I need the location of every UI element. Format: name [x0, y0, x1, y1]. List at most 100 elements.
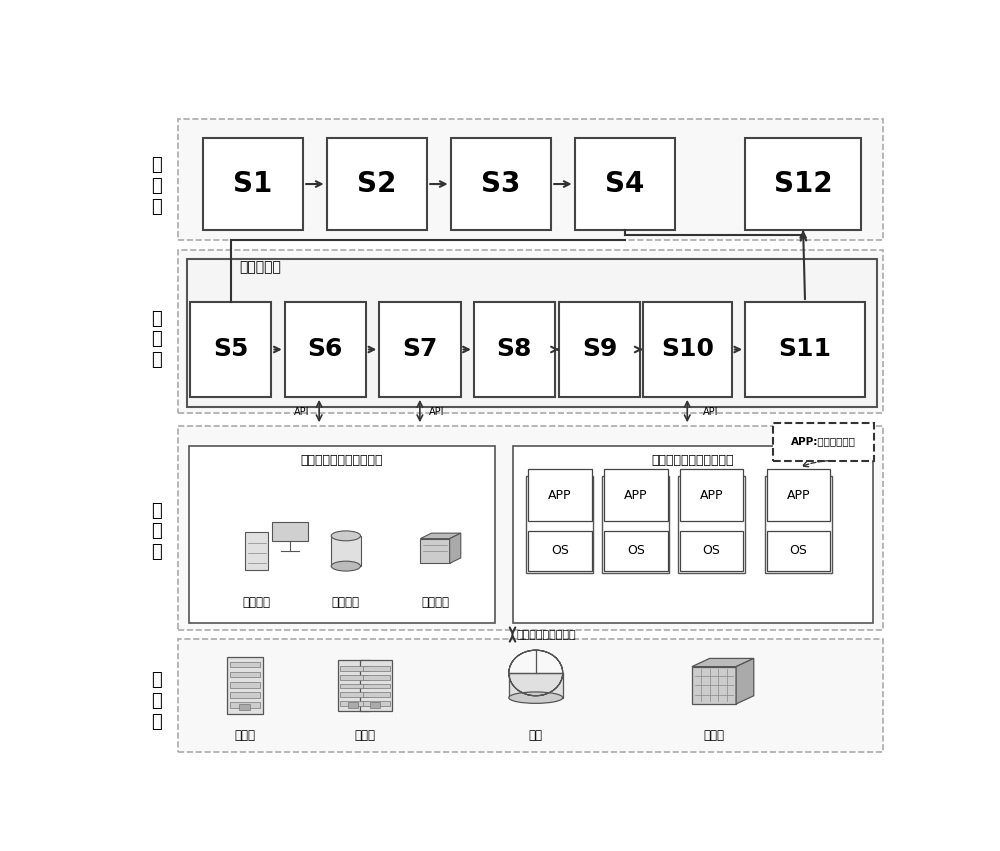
- Text: S1: S1: [233, 170, 272, 198]
- Bar: [474, 302, 555, 397]
- Text: S12: S12: [774, 170, 832, 198]
- Bar: [272, 522, 308, 541]
- Bar: [512, 446, 873, 623]
- Text: 硬件对虚拟化的支持: 硬件对虚拟化的支持: [516, 630, 576, 640]
- Text: S6: S6: [308, 338, 343, 362]
- Bar: [360, 660, 392, 711]
- Bar: [230, 702, 260, 708]
- Bar: [643, 302, 732, 397]
- Bar: [178, 118, 883, 240]
- Polygon shape: [692, 666, 736, 704]
- Bar: [326, 138, 427, 230]
- Wedge shape: [509, 650, 563, 673]
- Bar: [340, 683, 368, 688]
- Bar: [230, 661, 260, 667]
- Text: APP: APP: [787, 488, 810, 502]
- Text: 基础设施虚拟化（软件）: 基础设施虚拟化（软件）: [651, 454, 734, 467]
- Bar: [528, 531, 592, 571]
- Polygon shape: [736, 659, 754, 704]
- Text: 物
理
层: 物 理 层: [151, 671, 161, 731]
- Bar: [767, 469, 830, 522]
- Bar: [239, 704, 250, 711]
- Text: 服务器: 服务器: [355, 729, 376, 742]
- Text: 虚拟网络: 虚拟网络: [421, 596, 449, 608]
- Polygon shape: [420, 539, 450, 563]
- Bar: [202, 138, 303, 230]
- Text: OS: OS: [551, 545, 569, 557]
- Bar: [509, 673, 563, 698]
- Text: S11: S11: [779, 338, 832, 362]
- Bar: [773, 423, 874, 460]
- Text: OS: OS: [790, 545, 807, 557]
- Bar: [363, 693, 390, 697]
- Bar: [680, 531, 743, 571]
- Bar: [331, 536, 361, 566]
- Bar: [765, 477, 832, 574]
- Text: 用
户
层: 用 户 层: [151, 157, 161, 216]
- Bar: [230, 692, 260, 698]
- Text: API: API: [703, 407, 718, 417]
- Bar: [340, 701, 368, 705]
- Bar: [745, 302, 865, 397]
- Bar: [187, 260, 877, 407]
- Bar: [340, 693, 368, 697]
- Bar: [363, 683, 390, 688]
- Bar: [574, 138, 675, 230]
- Text: API: API: [429, 407, 445, 417]
- Text: S3: S3: [481, 170, 521, 198]
- Text: S5: S5: [213, 338, 248, 362]
- Bar: [178, 639, 883, 752]
- Text: 服务器: 服务器: [235, 729, 256, 742]
- Bar: [178, 426, 883, 630]
- Bar: [363, 675, 390, 680]
- Wedge shape: [509, 673, 563, 696]
- Bar: [230, 671, 260, 677]
- Bar: [338, 660, 370, 711]
- Text: S7: S7: [402, 338, 438, 362]
- Text: 测试控制器: 测试控制器: [240, 260, 282, 274]
- Text: S8: S8: [497, 338, 532, 362]
- Bar: [680, 469, 743, 522]
- Bar: [767, 531, 830, 571]
- Bar: [227, 657, 263, 714]
- Text: APP:测试代理程序: APP:测试代理程序: [791, 437, 856, 447]
- Ellipse shape: [331, 531, 361, 540]
- Bar: [450, 138, 551, 230]
- Bar: [285, 302, 366, 397]
- Bar: [602, 477, 669, 574]
- Bar: [379, 302, 461, 397]
- Bar: [189, 446, 495, 623]
- Polygon shape: [692, 659, 754, 666]
- Bar: [528, 469, 592, 522]
- Text: S4: S4: [605, 170, 645, 198]
- Bar: [370, 702, 380, 707]
- Ellipse shape: [509, 692, 563, 704]
- Bar: [604, 531, 668, 571]
- Bar: [245, 532, 268, 570]
- Text: 基础设施虚拟化（硬件）: 基础设施虚拟化（硬件）: [300, 454, 383, 467]
- Bar: [363, 701, 390, 705]
- Text: S9: S9: [582, 338, 617, 362]
- Text: APP: APP: [700, 488, 723, 502]
- Bar: [526, 477, 593, 574]
- Bar: [745, 138, 861, 230]
- Bar: [678, 477, 745, 574]
- Text: 虚
拟
层: 虚 拟 层: [151, 501, 161, 561]
- Text: OS: OS: [703, 545, 721, 557]
- Text: S2: S2: [357, 170, 397, 198]
- Bar: [559, 302, 640, 397]
- Polygon shape: [420, 533, 461, 539]
- Bar: [363, 666, 390, 671]
- Ellipse shape: [331, 561, 361, 571]
- Text: S10: S10: [661, 338, 714, 362]
- Bar: [348, 702, 358, 707]
- Bar: [190, 302, 271, 397]
- Text: 服
务
层: 服 务 层: [151, 310, 161, 369]
- Text: API: API: [294, 407, 310, 417]
- Bar: [178, 249, 883, 414]
- Text: 虚拟存储: 虚拟存储: [332, 596, 360, 608]
- Text: 盘阵: 盘阵: [529, 729, 543, 742]
- Bar: [604, 469, 668, 522]
- Bar: [340, 675, 368, 680]
- Text: APP: APP: [624, 488, 647, 502]
